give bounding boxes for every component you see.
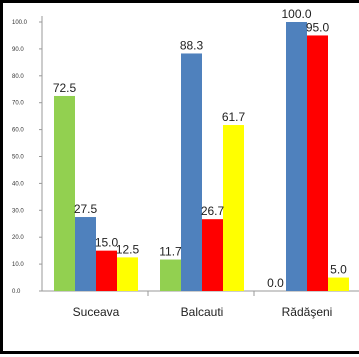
y-tick-label-5: 50.0 — [12, 155, 24, 161]
y-tick-label-2: 20.0 — [12, 235, 24, 241]
bar-series — [54, 22, 349, 292]
y-tick-label-8: 80.0 — [12, 74, 24, 80]
data-label-0-0: 72.5 — [53, 81, 77, 95]
bar-0-1 — [75, 217, 96, 291]
y-tick-label-9: 90.0 — [12, 47, 24, 53]
bar-2-3 — [328, 277, 349, 291]
bar-0-3 — [117, 257, 138, 291]
data-label-0-1: 27.5 — [74, 202, 98, 216]
y-tick-label-1: 10.0 — [12, 262, 24, 268]
y-tick-label-6: 60.0 — [12, 128, 24, 134]
category-label-1: Balcauti — [181, 305, 224, 319]
bar-1-2 — [202, 219, 223, 291]
data-label-2-2: 95.0 — [306, 20, 330, 34]
category-label-2: Rădăşeni — [282, 305, 333, 319]
data-label-0-3: 12.5 — [116, 242, 140, 256]
y-tick-label-7: 70.0 — [12, 101, 24, 107]
bar-chart: 0.0 10.0 20.0 30.0 40.0 50.0 60.0 70.0 80.0 90.0 1… — [12, 7, 359, 319]
data-label-2-0: 0.0 — [267, 276, 284, 290]
y-axis-ticks: 0.0 10.0 20.0 30.0 40.0 50.0 60.0 70.0 80.0 90.0 1… — [12, 20, 42, 295]
bar-1-1 — [181, 53, 202, 292]
bar-2-2 — [307, 35, 328, 292]
data-label-1-1: 88.3 — [180, 38, 204, 52]
data-label-1-0: 11.7 — [159, 245, 182, 259]
data-label-2-1: 100.0 — [281, 7, 311, 21]
data-label-1-2: 26.7 — [201, 204, 225, 218]
category-labels: Suceava Balcauti Rădăşeni — [73, 305, 333, 319]
bar-2-1 — [286, 22, 307, 291]
y-tick-label-0: 0.0 — [12, 289, 21, 295]
y-tick-label-3: 30.0 — [12, 208, 24, 214]
bar-1-3 — [223, 125, 244, 291]
y-tick-label-4: 40.0 — [12, 181, 24, 187]
category-label-0: Suceava — [73, 305, 120, 319]
data-label-2-3: 5.0 — [330, 263, 347, 277]
bar-0-0 — [54, 95, 75, 291]
data-labels: 72.5 27.5 15.012.5 11.7 88.3 26.7 61.7 0.0 100.0… — [53, 7, 347, 290]
data-label-0-2: 15.0 — [95, 236, 119, 250]
data-label-1-3: 61.7 — [222, 110, 246, 124]
bar-0-2 — [96, 250, 117, 291]
y-tick-label-10: 100.0 — [12, 20, 28, 26]
bar-1-0 — [160, 259, 181, 291]
